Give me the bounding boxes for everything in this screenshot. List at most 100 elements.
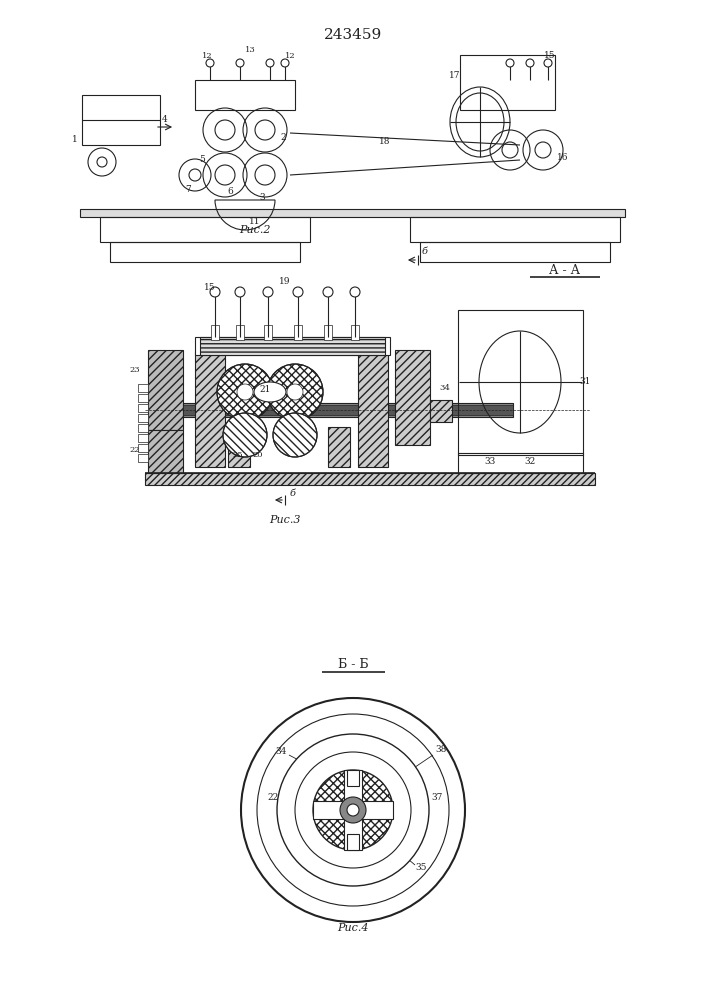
Text: 11: 11	[250, 217, 261, 226]
Circle shape	[235, 287, 245, 297]
Circle shape	[281, 59, 289, 67]
Bar	[195, 337, 390, 355]
Text: А - А: А - А	[549, 263, 580, 276]
Bar	[80, 209, 625, 217]
Text: 20: 20	[252, 451, 263, 459]
Circle shape	[506, 59, 514, 67]
Text: 16: 16	[557, 153, 568, 162]
Bar	[228, 427, 250, 467]
Bar	[138, 394, 148, 402]
Bar	[138, 454, 148, 462]
Circle shape	[236, 59, 244, 67]
Circle shape	[295, 752, 411, 868]
Circle shape	[544, 59, 552, 67]
Circle shape	[347, 804, 359, 816]
Bar	[183, 405, 513, 415]
Bar	[138, 404, 148, 412]
Text: 22: 22	[267, 794, 279, 802]
Circle shape	[241, 698, 465, 922]
Bar	[148, 430, 183, 473]
Bar	[183, 403, 513, 417]
Bar	[138, 384, 148, 392]
Bar	[358, 352, 388, 467]
Bar	[236, 325, 244, 340]
Bar	[264, 325, 272, 340]
Circle shape	[323, 287, 333, 297]
Text: 5: 5	[199, 155, 205, 164]
Bar	[328, 427, 350, 467]
Bar	[110, 242, 300, 262]
Text: 19: 19	[279, 277, 291, 286]
Bar	[138, 444, 148, 452]
Text: Б - Б: Б - Б	[338, 658, 368, 672]
Circle shape	[217, 364, 273, 420]
Bar	[145, 473, 595, 485]
Bar	[347, 834, 359, 850]
Text: 15: 15	[544, 51, 556, 60]
Text: 18: 18	[379, 137, 391, 146]
Text: 6: 6	[227, 188, 233, 196]
Circle shape	[257, 714, 449, 906]
Circle shape	[340, 797, 366, 823]
Text: 35: 35	[415, 863, 427, 872]
Text: 37: 37	[431, 794, 443, 802]
Text: Рис.3: Рис.3	[269, 515, 300, 525]
Text: 4: 4	[162, 114, 168, 123]
Bar	[347, 770, 359, 786]
Text: 31: 31	[579, 377, 590, 386]
Text: 2: 2	[280, 133, 286, 142]
Text: 23: 23	[129, 366, 140, 374]
Bar	[410, 217, 620, 242]
Bar	[148, 350, 183, 430]
Text: 243459: 243459	[324, 28, 382, 42]
Bar	[82, 95, 160, 145]
Text: 12: 12	[201, 52, 212, 60]
Circle shape	[223, 413, 267, 457]
Circle shape	[267, 364, 323, 420]
Text: 3: 3	[259, 192, 265, 202]
Bar	[313, 801, 393, 819]
Bar	[344, 770, 362, 850]
Bar	[138, 424, 148, 432]
Bar	[200, 337, 385, 355]
Text: 32: 32	[525, 458, 536, 466]
Text: 12: 12	[285, 52, 296, 60]
Bar	[351, 325, 359, 340]
Text: 1: 1	[72, 135, 78, 144]
Ellipse shape	[254, 382, 286, 402]
Circle shape	[237, 384, 253, 400]
Bar	[458, 310, 583, 455]
Text: Рис.4: Рис.4	[337, 923, 369, 933]
Circle shape	[206, 59, 214, 67]
Text: 34: 34	[440, 384, 450, 392]
Text: 22: 22	[129, 446, 140, 454]
Bar	[324, 325, 332, 340]
Bar	[458, 453, 583, 473]
Text: Рис.2: Рис.2	[239, 225, 271, 235]
Text: 17: 17	[449, 72, 461, 81]
Bar	[211, 325, 219, 340]
Circle shape	[266, 59, 274, 67]
Circle shape	[263, 287, 273, 297]
Bar	[195, 80, 295, 110]
Bar	[195, 352, 225, 467]
Circle shape	[313, 770, 393, 850]
Circle shape	[210, 287, 220, 297]
Text: 34: 34	[275, 748, 286, 756]
Text: 33: 33	[484, 458, 496, 466]
Text: 15: 15	[204, 284, 216, 292]
Circle shape	[287, 384, 303, 400]
Circle shape	[293, 287, 303, 297]
Text: б: б	[422, 247, 428, 256]
Bar	[138, 434, 148, 442]
Bar	[420, 242, 610, 262]
Text: 38: 38	[436, 746, 447, 754]
Text: 21: 21	[259, 385, 271, 394]
Bar	[294, 325, 302, 340]
Text: 25: 25	[233, 451, 243, 459]
Bar	[395, 350, 430, 445]
Text: б: б	[290, 489, 296, 498]
Text: 13: 13	[245, 46, 255, 54]
Bar	[460, 55, 555, 110]
Text: 7: 7	[185, 186, 191, 194]
